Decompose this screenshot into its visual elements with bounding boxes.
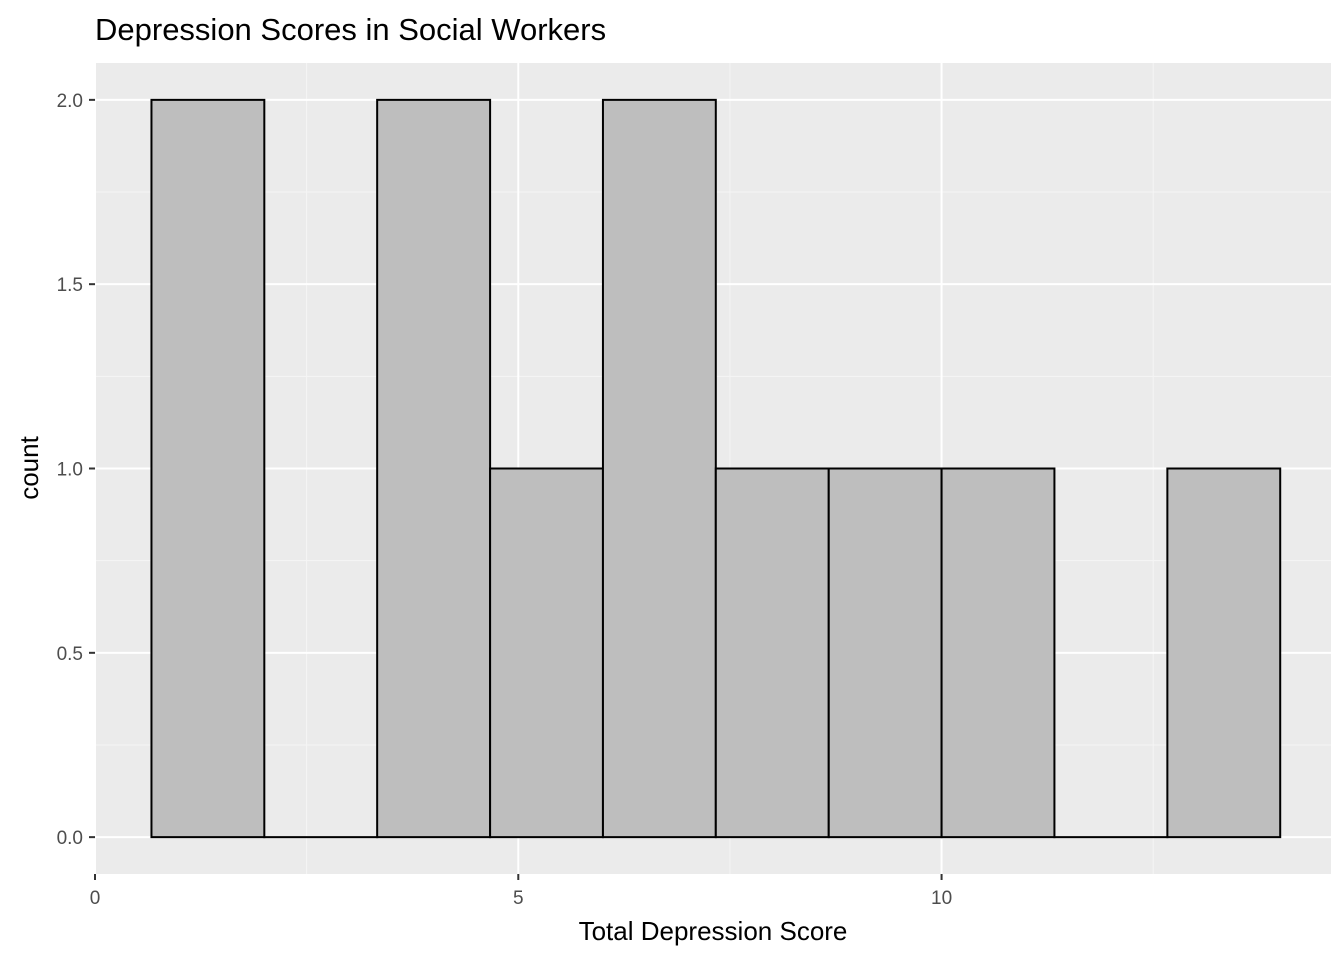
chart-title: Depression Scores in Social Workers — [95, 12, 606, 47]
y-tick-label: 0.0 — [57, 828, 83, 849]
y-tick-label: 1.5 — [57, 275, 83, 296]
histogram-bar — [489, 467, 604, 839]
x-axis: 0 5 10 — [90, 874, 952, 909]
x-tick-label: 0 — [90, 888, 101, 909]
histogram-bar — [601, 98, 717, 839]
histogram-bars — [150, 98, 1282, 839]
y-axis: 0.0 0.5 1.0 1.5 2.0 — [57, 91, 95, 849]
y-tick-label: 2.0 — [57, 91, 83, 112]
histogram-bar — [376, 98, 492, 839]
histogram-bar — [1166, 467, 1282, 839]
x-axis-title: Total Depression Score — [579, 916, 848, 946]
histogram-bar — [714, 467, 830, 839]
histogram-bar — [940, 467, 1056, 839]
x-tick-label: 10 — [931, 888, 952, 909]
y-tick-label: 0.5 — [57, 644, 83, 665]
y-tick-label: 1.0 — [57, 460, 83, 481]
x-tick-label: 5 — [513, 888, 524, 909]
y-axis-title: count — [14, 435, 44, 499]
histogram-bar — [150, 98, 266, 839]
histogram-bar — [827, 467, 943, 839]
